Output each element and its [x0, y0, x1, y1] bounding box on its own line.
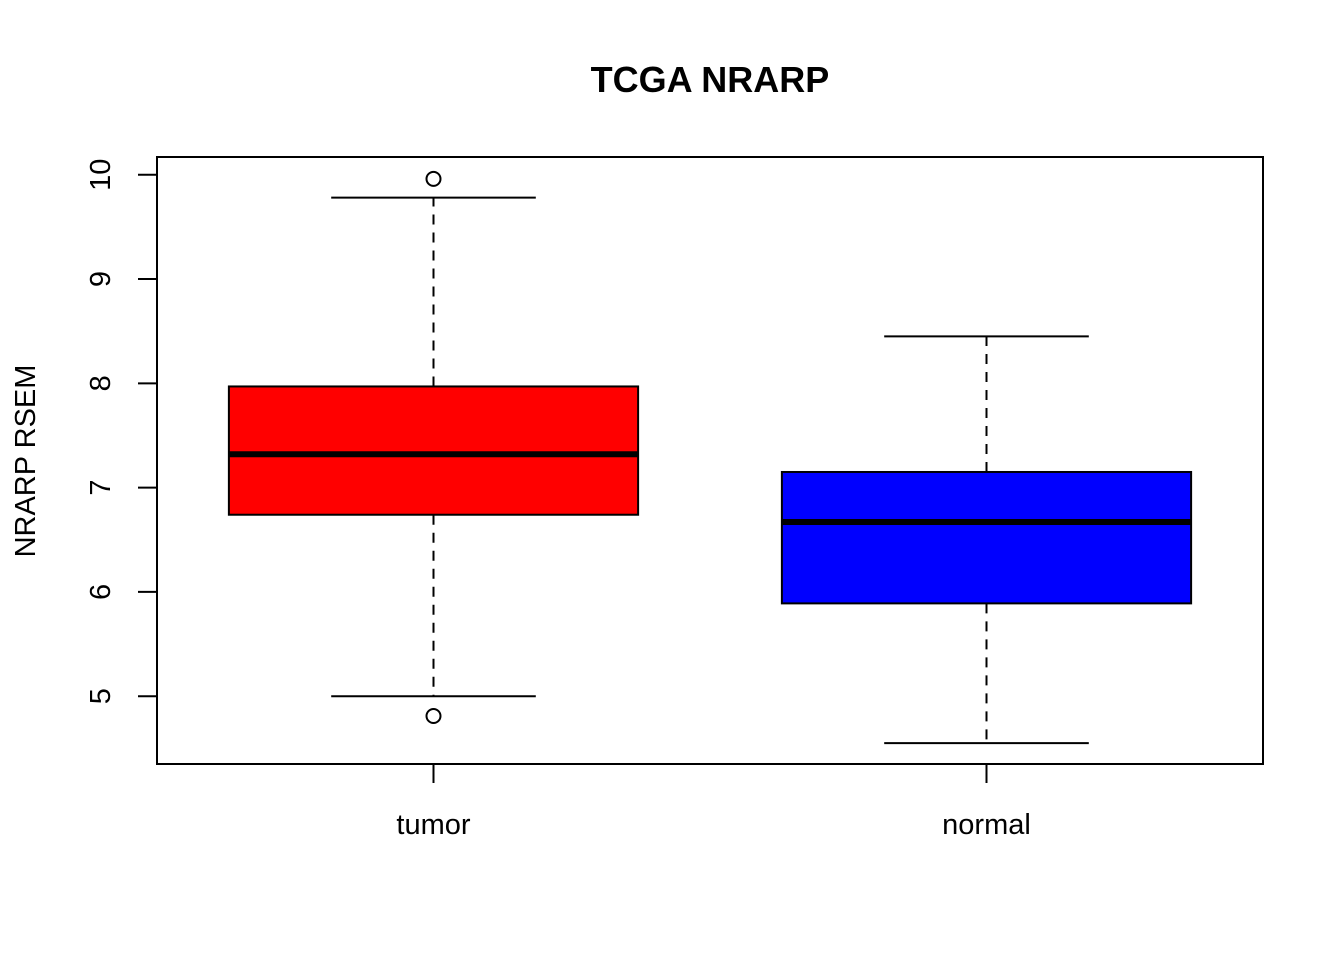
iqr-box	[780, 470, 1193, 605]
chart-title: TCGA NRARP	[591, 59, 830, 100]
y-tick-label: 7	[85, 480, 117, 496]
x-tick-label-tumor: tumor	[396, 809, 470, 841]
boxes	[227, 170, 1193, 745]
box-tumor	[227, 170, 640, 725]
y-axis: 5 6 7 8 9 10	[85, 159, 157, 704]
plot-frame	[156, 156, 1264, 765]
x-tick-label-normal: normal	[942, 809, 1031, 841]
y-axis-label: NRARP RSEM	[10, 365, 42, 558]
y-tick-label: 8	[85, 375, 117, 391]
outlier-point-1	[425, 708, 442, 725]
y-tick-label: 10	[85, 159, 117, 191]
box-normal	[780, 335, 1193, 745]
y-tick-label: 6	[85, 584, 117, 600]
iqr-box	[227, 385, 640, 516]
outlier-point-0	[425, 170, 442, 187]
y-tick-label: 5	[85, 688, 117, 704]
y-tick-label: 9	[85, 271, 117, 287]
x-axis: tumor normal	[396, 764, 1031, 841]
